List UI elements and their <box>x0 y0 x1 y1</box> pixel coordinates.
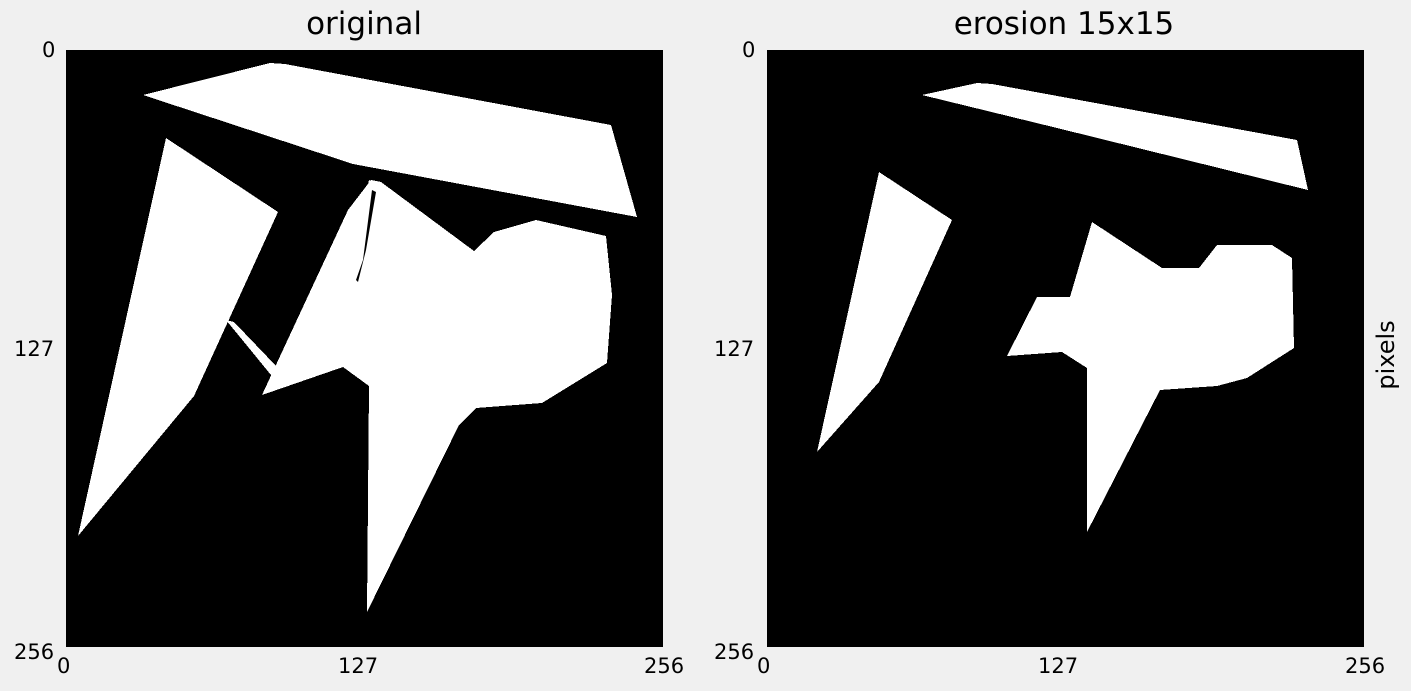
shape-left-spike <box>78 138 278 536</box>
original-image <box>66 50 663 647</box>
original-xtick-127: 127 <box>338 654 379 678</box>
erosion-ytick-256: 256 <box>714 640 755 664</box>
panel-title-original: original <box>306 6 422 42</box>
shape-connector <box>226 320 278 375</box>
original-ytick-127: 127 <box>14 337 55 361</box>
erosion-xtick-127: 127 <box>1038 654 1079 678</box>
erosion-image <box>767 50 1364 647</box>
erosion-xtick-256: 256 <box>1345 654 1386 678</box>
ylabel: pixels <box>1372 320 1400 390</box>
erosion-ytick-127: 127 <box>714 337 755 361</box>
original-ytick-256: 256 <box>14 640 55 664</box>
panel-title-erosion: erosion 15x15 <box>953 6 1175 42</box>
eroded-central-mass <box>1007 222 1294 532</box>
original-ytick-0: 0 <box>42 38 56 62</box>
shape-top-bar <box>143 63 637 217</box>
original-xtick-0: 0 <box>57 654 71 678</box>
shape-central-mass <box>262 180 612 612</box>
original-xtick-256: 256 <box>644 654 685 678</box>
eroded-left-spike <box>817 172 952 452</box>
shape-sliver <box>349 180 375 280</box>
eroded-top-bar <box>922 83 1308 190</box>
erosion-ytick-0: 0 <box>742 38 756 62</box>
erosion-xtick-0: 0 <box>757 654 771 678</box>
